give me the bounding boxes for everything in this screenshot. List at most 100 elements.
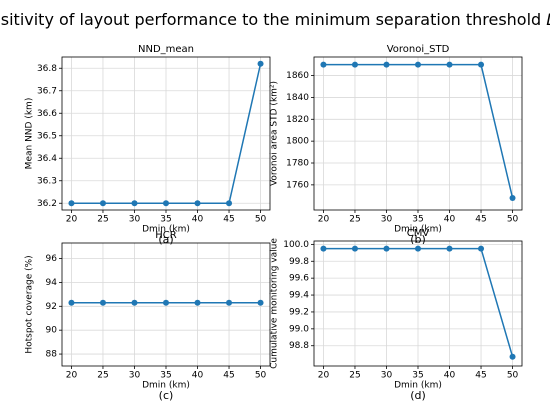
marker [163, 299, 169, 306]
y-tick-label: 36.4 [37, 154, 57, 164]
y-axis-label: Cumulative monitoring value [270, 238, 280, 369]
title-symbol: D [546, 10, 550, 29]
figure-title: Sensitivity of layout performance to the… [0, 10, 550, 31]
y-tick-label: 36.5 [37, 131, 57, 141]
x-tick-label: 40 [444, 215, 456, 225]
x-tick-label: 50 [507, 215, 519, 225]
y-tick-label: 99.0 [289, 324, 309, 334]
x-tick-label: 40 [444, 371, 456, 381]
panel-title: CMV [407, 228, 430, 239]
y-tick-label: 96 [46, 254, 58, 264]
axes-frame [313, 240, 523, 367]
axes-frame [61, 242, 271, 367]
x-tick-label: 50 [255, 215, 267, 225]
marker [415, 245, 421, 252]
y-tick-label: 1760 [286, 180, 309, 190]
marker [351, 61, 358, 68]
marker [131, 299, 138, 306]
x-tick-label: 30 [381, 215, 393, 225]
marker [257, 60, 264, 67]
y-tick-label: 94 [46, 278, 58, 288]
axes-frame [313, 56, 523, 211]
x-axis-label: Dmin (km) [394, 225, 442, 235]
marker [446, 61, 453, 68]
marker [478, 61, 485, 68]
x-tick-label: 25 [349, 215, 360, 225]
x-tick-label: 25 [349, 371, 360, 381]
panel-caption: (d) [410, 389, 426, 402]
marker [320, 61, 327, 68]
marker [226, 299, 233, 306]
x-tick-label: 25 [97, 215, 108, 225]
y-tick-label: 36.6 [37, 109, 57, 119]
y-tick-label: 99.6 [289, 274, 309, 284]
x-tick-label: 30 [381, 371, 393, 381]
marker [194, 200, 201, 207]
x-axis-label: Dmin (km) [394, 381, 442, 391]
marker [509, 194, 516, 201]
y-tick-label: 99.8 [289, 257, 309, 267]
axes-frame [61, 56, 271, 211]
y-tick-label: 99.4 [289, 291, 309, 301]
marker [194, 299, 201, 306]
marker [257, 299, 264, 306]
marker [446, 245, 453, 252]
y-axis-label: Hotspot coverage (%) [25, 255, 35, 353]
marker [415, 61, 421, 68]
x-tick-label: 30 [129, 215, 141, 225]
marker [68, 200, 75, 207]
marker [383, 245, 390, 252]
x-tick-label: 20 [318, 215, 330, 225]
x-tick-label: 45 [223, 215, 234, 225]
y-tick-label: 92 [46, 302, 57, 312]
y-tick-label: 1860 [286, 71, 309, 81]
marker [99, 200, 106, 207]
panel-caption: (b) [410, 233, 426, 246]
x-tick-label: 45 [223, 371, 234, 381]
y-tick-label: 90 [46, 326, 58, 336]
x-tick-label: 20 [66, 371, 78, 381]
x-tick-label: 45 [475, 371, 486, 381]
y-tick-label: 36.3 [37, 176, 57, 186]
marker [351, 245, 358, 252]
x-tick-label: 35 [412, 215, 423, 225]
marker [99, 299, 106, 306]
y-tick-label: 1820 [286, 115, 309, 125]
y-tick-label: 99.2 [289, 307, 309, 317]
x-tick-label: 35 [160, 371, 171, 381]
x-tick-label: 30 [129, 371, 141, 381]
title-text: Sensitivity of layout performance to the… [0, 10, 541, 29]
x-axis-label: Dmin (km) [142, 381, 190, 391]
x-tick-label: 20 [66, 215, 78, 225]
x-tick-label: 50 [255, 371, 267, 381]
x-tick-label: 35 [412, 371, 423, 381]
marker [509, 353, 516, 360]
x-tick-label: 45 [475, 215, 486, 225]
marker [226, 200, 233, 207]
panel-caption: (c) [159, 389, 174, 402]
y-axis-label: Mean NND (km) [25, 98, 35, 170]
x-tick-label: 40 [192, 215, 204, 225]
x-tick-label: 20 [318, 371, 330, 381]
y-tick-label: 100.0 [283, 240, 309, 250]
marker [478, 245, 485, 252]
y-tick-label: 36.7 [37, 86, 57, 96]
y-tick-label: 88 [46, 350, 58, 360]
x-tick-label: 25 [97, 371, 108, 381]
x-axis-label: Dmin (km) [142, 225, 190, 235]
marker [383, 61, 390, 68]
marker [320, 245, 327, 252]
marker [131, 200, 138, 207]
y-tick-label: 98.8 [289, 341, 309, 351]
y-axis-label: Voronoi area STD (km²) [270, 81, 280, 186]
marker [163, 200, 169, 207]
y-tick-label: 36.2 [37, 199, 57, 209]
panel-title: HCR [155, 230, 177, 241]
y-tick-label: 1800 [286, 137, 309, 147]
panel-title: Voronoi_STD [387, 44, 450, 55]
panel-title: NND_mean [138, 44, 194, 55]
x-tick-label: 50 [507, 371, 519, 381]
y-tick-label: 36.8 [37, 64, 57, 74]
x-tick-label: 40 [192, 371, 204, 381]
